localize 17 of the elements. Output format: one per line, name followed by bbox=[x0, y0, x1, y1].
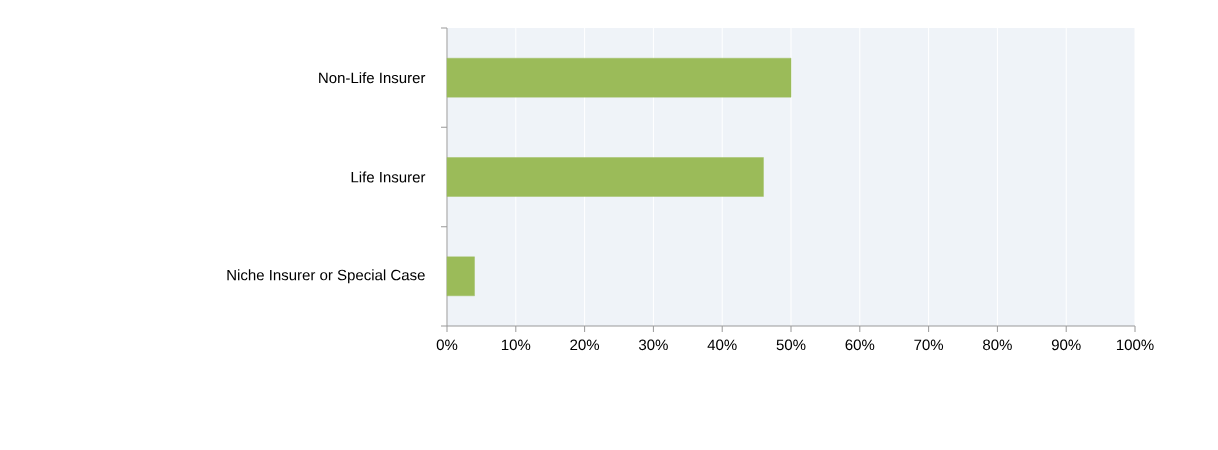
x-tick-label: 30% bbox=[638, 339, 668, 351]
x-tick-label: 0% bbox=[436, 339, 458, 351]
x-tick-label: 90% bbox=[1051, 339, 1081, 351]
x-tick-label: 70% bbox=[914, 339, 944, 351]
y-tick-label: Niche Insurer or Special Case bbox=[227, 269, 425, 284]
x-tick-label: 60% bbox=[845, 339, 875, 351]
x-tick-label: 100% bbox=[1116, 339, 1154, 351]
bar bbox=[446, 256, 475, 297]
x-tick-label: 40% bbox=[707, 339, 737, 351]
y-tick-label: Non-Life Insurer bbox=[319, 72, 426, 84]
bar bbox=[446, 157, 764, 197]
y-tick-label: Life Insurer bbox=[351, 171, 426, 183]
x-tick-label: 20% bbox=[570, 339, 600, 351]
bar bbox=[446, 57, 792, 98]
x-tick-label: 80% bbox=[983, 339, 1012, 351]
x-tick-label: 50% bbox=[776, 339, 806, 351]
x-tick-label: 10% bbox=[501, 339, 531, 351]
